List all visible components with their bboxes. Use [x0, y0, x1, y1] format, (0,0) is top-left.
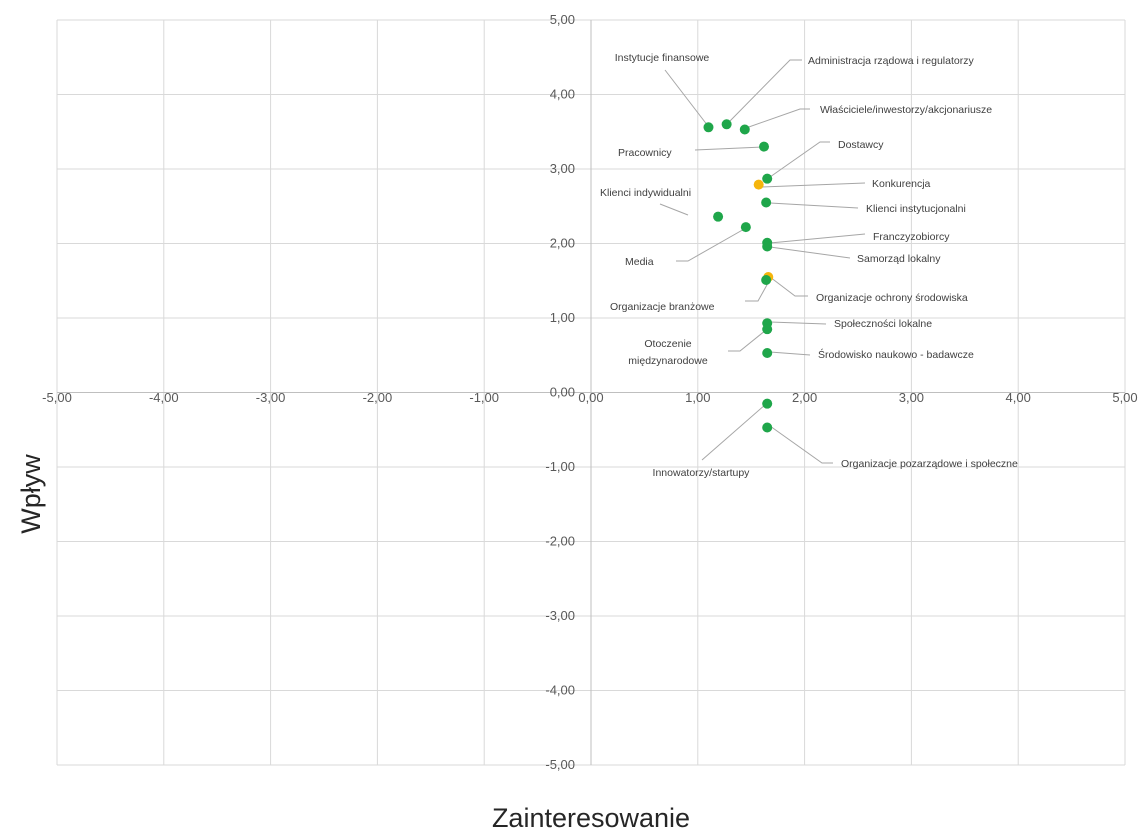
leader-line: [745, 108, 810, 129]
y-tick-label: 3,00: [550, 161, 575, 176]
y-tick-label: -5,00: [545, 757, 575, 772]
data-labels: Instytucje finansowe Administracja rządow…: [600, 52, 1018, 479]
y-tick-label: 0,00: [550, 385, 575, 400]
data-label: Organizacje branżowe: [610, 301, 715, 313]
y-tick-label: 5,00: [550, 12, 575, 27]
x-tick-label: 2,00: [792, 390, 817, 405]
data-point: [761, 275, 772, 286]
data-point: [762, 241, 773, 252]
data-label: Samorząd lokalny: [857, 253, 941, 265]
data-point: [762, 348, 773, 359]
x-tick-label: -3,00: [256, 390, 286, 405]
data-label: Administracja rządowa i regulatorzy: [808, 55, 974, 67]
y-tick-label: -4,00: [545, 683, 575, 698]
leader-line: [728, 59, 802, 123]
tick-labels: -5,00 -4,00 -3,00 -2,00 -1,00 0,00 1,00 2,00 3,0…: [42, 12, 1137, 772]
data-label: Konkurencja: [872, 178, 931, 190]
leader-line: [769, 351, 811, 356]
y-tick-label: 2,00: [550, 236, 575, 251]
data-point: [762, 398, 773, 409]
x-tick-label: -2,00: [363, 390, 393, 405]
x-axis-title: Zainteresowanie: [492, 803, 690, 832]
x-tick-label: -1,00: [469, 390, 499, 405]
data-point: [762, 324, 773, 335]
x-tick-label: 3,00: [899, 390, 924, 405]
data-label: Otoczenie międzynarodowe: [628, 338, 708, 367]
y-tick-label: -1,00: [545, 459, 575, 474]
data-label: Klienci indywidualni: [600, 187, 691, 199]
data-point: [740, 222, 751, 233]
leader-line: [761, 182, 866, 188]
x-tick-label: 1,00: [685, 390, 710, 405]
x-tick-label: -5,00: [42, 390, 72, 405]
leader-line: [676, 227, 747, 262]
leader-line: [664, 69, 709, 127]
y-axis-title: Wpływ: [16, 454, 46, 534]
data-point: [762, 173, 773, 184]
data-label: Franczyzobiorcy: [873, 231, 950, 243]
leader-line: [769, 141, 830, 178]
leader-lines: [659, 59, 866, 464]
leader-line: [769, 321, 827, 325]
data-point: [703, 122, 714, 133]
leader-line: [769, 202, 859, 209]
leader-line: [769, 425, 833, 464]
y-tick-label: -2,00: [545, 534, 575, 549]
leader-line: [694, 146, 765, 151]
axes: [57, 20, 1125, 765]
data-label: Społeczności lokalne: [834, 318, 932, 330]
leader-line: [701, 403, 767, 461]
data-point: [721, 119, 732, 130]
data-label: Media: [625, 256, 654, 268]
leader-line: [659, 203, 689, 216]
x-tick-label: 4,00: [1006, 390, 1031, 405]
leader-line: [769, 246, 851, 259]
data-label: Dostawcy: [838, 139, 884, 151]
data-point: [739, 124, 750, 135]
data-point: [759, 141, 770, 152]
data-point: [753, 179, 764, 190]
leader-line: [769, 233, 866, 244]
x-tick-label: 5,00: [1112, 390, 1137, 405]
data-point: [762, 422, 773, 433]
x-tick-label: -4,00: [149, 390, 179, 405]
y-tick-label: -3,00: [545, 608, 575, 623]
leader-line: [728, 329, 767, 352]
data-point: [761, 197, 772, 208]
y-tick-label: 4,00: [550, 87, 575, 102]
data-points: [703, 119, 774, 433]
data-label: Klienci instytucjonalni: [866, 203, 966, 215]
data-label: Organizacje ochrony środowiska: [816, 292, 968, 304]
data-label: Pracownicy: [618, 147, 672, 159]
x-tick-label: 0,00: [578, 390, 603, 405]
leader-line: [769, 276, 808, 297]
data-label: Organizacje pozarządowe i społeczne: [841, 458, 1018, 470]
data-label: Właściciele/inwestorzy/akcjonariusze: [820, 104, 992, 116]
leader-line: [745, 282, 769, 302]
data-label: Innowatorzy/startupy: [653, 467, 751, 479]
data-point: [713, 211, 724, 222]
data-label: Środowisko naukowo - badawcze: [818, 348, 974, 361]
y-tick-label: 1,00: [550, 310, 575, 325]
data-label: Instytucje finansowe: [615, 52, 710, 64]
